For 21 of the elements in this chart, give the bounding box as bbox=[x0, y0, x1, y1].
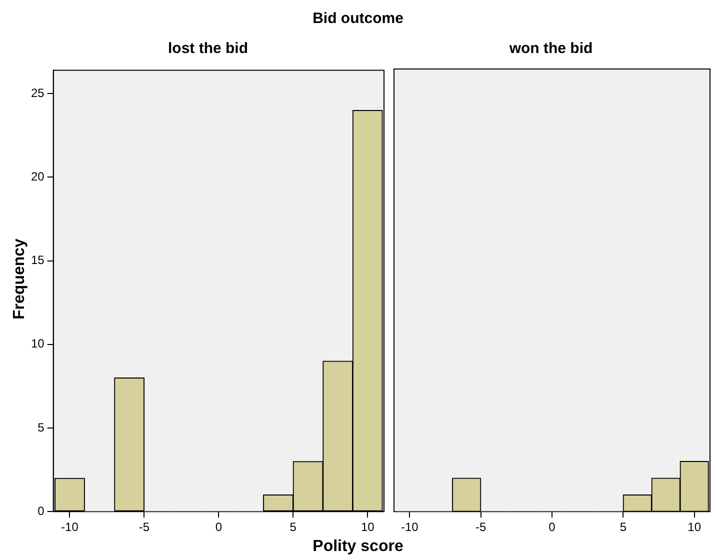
x-tick-label: -10 bbox=[61, 520, 79, 534]
y-tick-label: 25 bbox=[30, 86, 45, 100]
x-tick-label: -10 bbox=[400, 520, 419, 534]
x-tick-label: 10 bbox=[688, 520, 702, 534]
x-tick-label: 0 bbox=[548, 520, 556, 534]
y-tick-label: 0 bbox=[38, 504, 45, 518]
y-tick-label: 15 bbox=[30, 253, 45, 268]
x-tick-label: -5 bbox=[138, 520, 150, 534]
x-tick-label: 5 bbox=[290, 520, 297, 534]
chart-title: Bid outcome bbox=[312, 10, 404, 27]
y-tick-label: 20 bbox=[30, 170, 45, 184]
x-tick-label: 0 bbox=[215, 520, 222, 534]
x-axis-title: Polity score bbox=[312, 538, 404, 556]
chart-subtitle: won the bid bbox=[508, 40, 594, 59]
x-tick-label: 10 bbox=[360, 520, 375, 534]
y-tick-label: 10 bbox=[30, 336, 45, 351]
x-tick-label: 5 bbox=[620, 520, 627, 534]
y-axis-title: Frequency bbox=[11, 238, 29, 322]
chart-subtitle: lost the bid bbox=[167, 40, 249, 59]
x-tick-label: -5 bbox=[475, 520, 486, 534]
y-tick-label: 5 bbox=[38, 420, 45, 434]
